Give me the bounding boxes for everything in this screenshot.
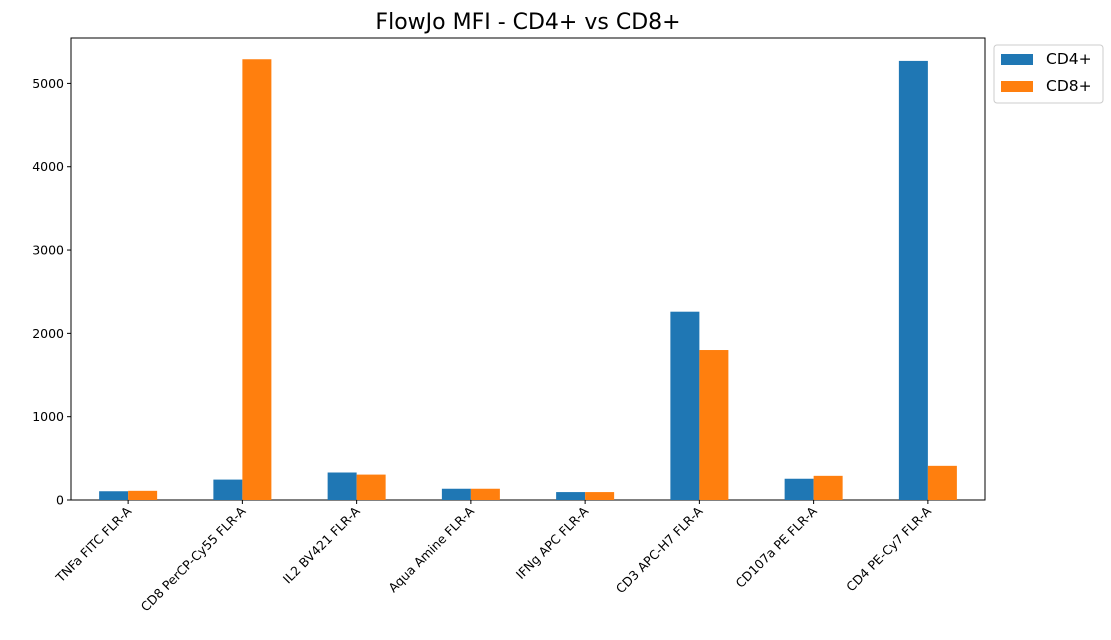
bar-cd8-2 <box>356 474 386 500</box>
bar-cd8-6 <box>813 475 843 500</box>
legend-label-cd8: CD8+ <box>1046 77 1092 95</box>
bar-cd8-4 <box>585 492 615 500</box>
x-tick-label: CD4 PE-Cy7 FLR-A <box>843 503 934 594</box>
y-tick-label: 4000 <box>32 159 64 174</box>
bar-cd8-0 <box>128 490 158 500</box>
bar-cd8-3 <box>470 488 500 500</box>
chart-title: FlowJo MFI - CD4+ vs CD8+ <box>375 10 680 35</box>
bar-cd4-3 <box>441 488 471 500</box>
legend-label-cd4: CD4+ <box>1046 50 1092 68</box>
x-tick-label: CD8 PerCP-Cy55 FLR-A <box>138 503 249 614</box>
bar-cd4-1 <box>213 479 243 500</box>
x-tick-label: CD107a PE FLR-A <box>733 503 821 591</box>
y-tick-label: 0 <box>56 493 64 508</box>
plot-area <box>70 37 986 501</box>
legend-swatch-cd8 <box>1001 81 1033 92</box>
x-tick-label: TNFa FITC FLR-A <box>52 503 135 586</box>
x-tick-label: Aqua Amine FLR-A <box>385 503 477 595</box>
x-tick-label: IFNg APC FLR-A <box>513 503 592 582</box>
bar-cd4-5 <box>670 311 700 500</box>
bar-cd8-7 <box>927 465 957 500</box>
x-axis: TNFa FITC FLR-A CD8 PerCP-Cy55 FLR-A IL2 B… <box>52 500 934 614</box>
x-tick-label: CD3 APC-H7 FLR-A <box>613 503 706 596</box>
y-tick-label: 2000 <box>32 326 64 341</box>
legend-swatch-cd4 <box>1001 54 1033 65</box>
y-axis: 0 1000 2000 3000 4000 5000 <box>32 76 71 508</box>
y-tick-label: 1000 <box>32 409 64 424</box>
bar-cd8-5 <box>699 350 729 500</box>
bar-cd8-1 <box>242 59 272 500</box>
bar-cd4-6 <box>784 478 814 500</box>
x-tick-label: IL2 BV421 FLR-A <box>280 503 363 586</box>
bar-cd4-0 <box>99 491 129 500</box>
bar-cd4-4 <box>556 492 586 500</box>
plot-frame <box>70 37 986 501</box>
bars-layer <box>99 59 957 500</box>
bar-cd4-2 <box>327 472 357 500</box>
bar-cd4-7 <box>898 60 928 500</box>
y-tick-label: 5000 <box>32 76 64 91</box>
y-tick-label: 3000 <box>32 243 64 258</box>
legend: CD4+ CD8+ <box>993 44 1104 104</box>
